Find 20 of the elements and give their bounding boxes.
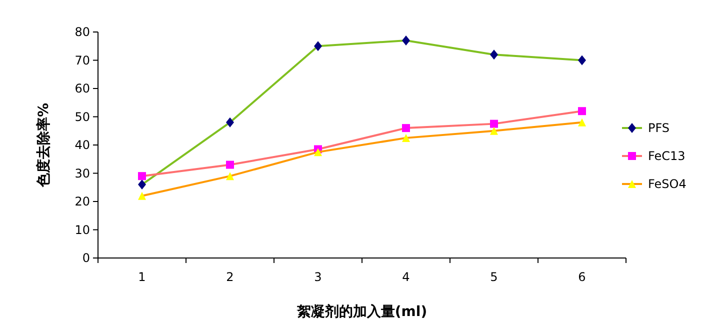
x-tick-label: 6 bbox=[578, 270, 586, 284]
y-tick-label: 40 bbox=[74, 138, 90, 152]
y-tick-label: 50 bbox=[74, 110, 90, 124]
x-tick-label: 3 bbox=[314, 270, 322, 284]
x-axis-title: 絮凝剂的加入量(ml) bbox=[296, 303, 428, 320]
x-tick-label: 4 bbox=[402, 270, 410, 284]
y-axis-title: 色度去除率% bbox=[35, 102, 52, 188]
legend-label: PFS bbox=[648, 121, 670, 135]
x-tick-label: 2 bbox=[226, 270, 234, 284]
y-tick-label: 0 bbox=[82, 251, 90, 265]
y-tick-label: 80 bbox=[74, 25, 90, 39]
x-tick-label: 1 bbox=[138, 270, 146, 284]
y-tick-label: 20 bbox=[74, 194, 90, 208]
y-tick-label: 30 bbox=[74, 166, 90, 180]
legend-label: FeSO4 bbox=[648, 177, 686, 191]
y-tick-label: 70 bbox=[74, 53, 90, 68]
x-tick-label: 5 bbox=[490, 270, 498, 284]
y-tick-label: 10 bbox=[74, 222, 90, 237]
legend-label: FeC13 bbox=[648, 149, 686, 163]
y-tick-label: 60 bbox=[74, 82, 90, 96]
